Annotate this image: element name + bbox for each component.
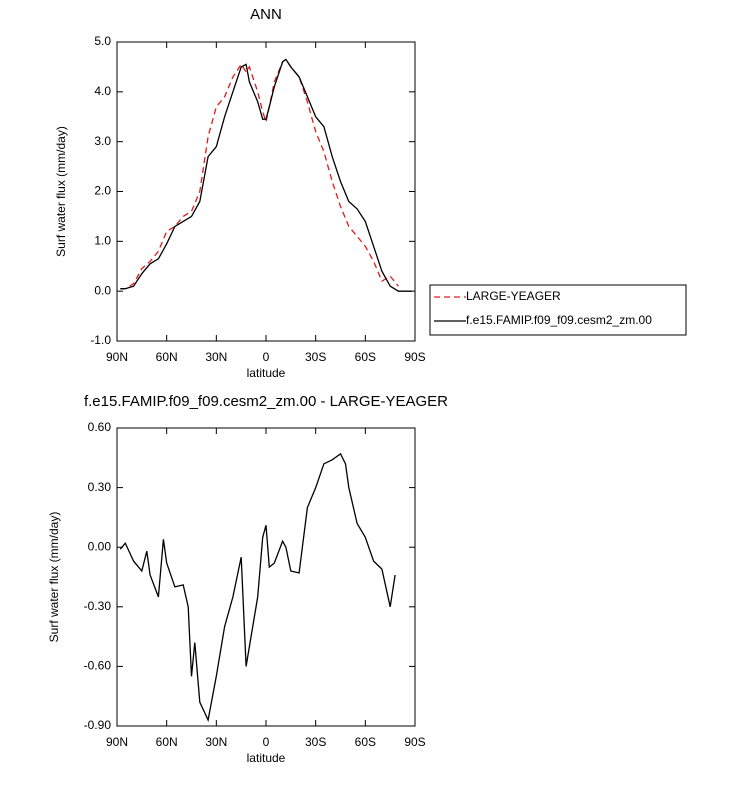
- y-tick-label: 0.0: [94, 283, 111, 297]
- x-tick-label: 0: [263, 350, 270, 364]
- plot-frame: [116, 41, 416, 342]
- x-tick-label: 90N: [106, 735, 128, 749]
- x-tick-label: 60S: [355, 735, 376, 749]
- x-tick-label: 0: [263, 735, 270, 749]
- x-tick-label: 60S: [355, 350, 376, 364]
- legend-box: [429, 284, 687, 336]
- x-tick-label: 30N: [205, 735, 227, 749]
- x-tick-label: 90N: [106, 350, 128, 364]
- y-tick-label: 4.0: [94, 84, 111, 98]
- x-tick-label: 60N: [156, 350, 178, 364]
- y-tick-label: 5.0: [94, 34, 111, 48]
- series-line: [119, 452, 396, 723]
- y-tick-label: -0.30: [84, 599, 112, 613]
- x-tick-label: 90S: [404, 735, 425, 749]
- y-axis-label: Surf water flux (mm/day): [54, 126, 68, 257]
- x-tick-label: 30S: [305, 735, 326, 749]
- y-tick-label: 0.30: [88, 480, 112, 494]
- x-axis-label: latitude: [247, 366, 286, 380]
- chart-title: f.e15.FAMIP.f09_f09.cesm2_zm.00 - LARGE-…: [84, 393, 448, 410]
- x-axis-label: latitude: [247, 751, 286, 765]
- chart-title: ANN: [250, 6, 282, 23]
- x-tick-label: 90S: [404, 350, 425, 364]
- y-tick-label: -0.60: [84, 659, 112, 673]
- y-axis-label: Surf water flux (mm/day): [47, 512, 61, 643]
- y-tick-label: 2.0: [94, 184, 111, 198]
- x-tick-label: 30N: [205, 350, 227, 364]
- y-tick-label: 1.0: [94, 234, 111, 248]
- y-tick-label: -1.0: [90, 333, 111, 347]
- y-tick-label: -0.90: [84, 718, 112, 732]
- series-line: [120, 58, 399, 290]
- y-tick-label: 0.00: [88, 539, 112, 553]
- plot-frame: [116, 427, 416, 727]
- legend-label: f.e15.FAMIP.f09_f09.cesm2_zm.00: [466, 313, 652, 327]
- x-tick-label: 30S: [305, 350, 326, 364]
- y-tick-label: 3.0: [94, 134, 111, 148]
- legend-label: LARGE-YEAGER: [466, 289, 561, 303]
- y-tick-label: 0.60: [88, 420, 112, 434]
- x-tick-label: 60N: [156, 735, 178, 749]
- series-line: [120, 58, 412, 292]
